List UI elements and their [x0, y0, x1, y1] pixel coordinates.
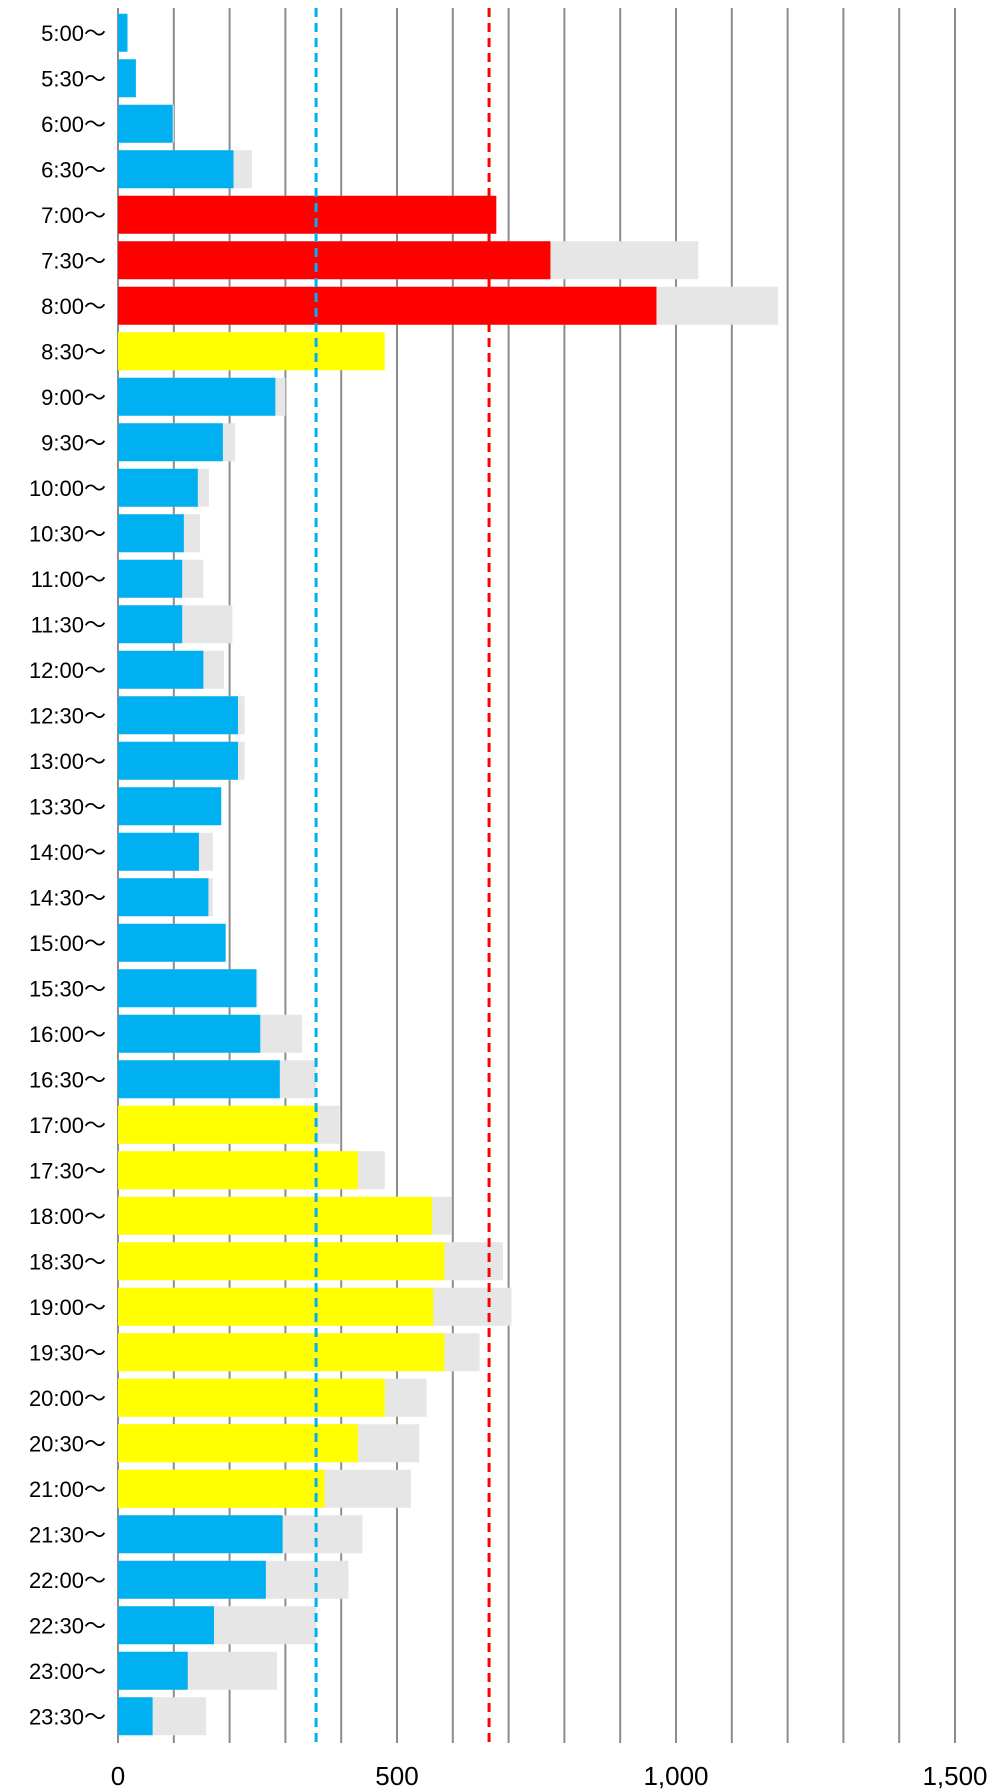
category-label: 10:30〜: [29, 521, 106, 546]
bar: [118, 13, 128, 52]
bar: [118, 650, 204, 689]
x-tick-label: 0: [111, 1761, 125, 1791]
category-label: 7:00〜: [41, 203, 106, 228]
category-label: 13:30〜: [29, 794, 106, 819]
category-label: 19:00〜: [29, 1295, 106, 1320]
category-label: 22:30〜: [29, 1613, 106, 1638]
bar: [118, 332, 385, 371]
bar: [118, 423, 223, 462]
category-label: 17:30〜: [29, 1158, 106, 1183]
category-label: 20:30〜: [29, 1431, 106, 1456]
bar: [118, 787, 222, 826]
bar: [118, 377, 276, 416]
bar: [118, 1014, 261, 1053]
category-label: 12:30〜: [29, 703, 106, 728]
bar: [118, 1378, 385, 1417]
bar: [118, 741, 238, 780]
category-label: 21:30〜: [29, 1522, 106, 1547]
x-tick-label: 1,000: [643, 1761, 708, 1791]
bar: [118, 241, 551, 280]
bar: [118, 1242, 445, 1281]
category-label: 11:30〜: [31, 612, 106, 637]
category-label: 15:30〜: [29, 976, 106, 1001]
bar: [118, 1151, 358, 1190]
category-label: 18:00〜: [29, 1204, 106, 1229]
category-label: 19:30〜: [29, 1340, 106, 1365]
bar: [118, 1651, 188, 1690]
bar: [118, 1424, 358, 1463]
category-label: 15:00〜: [29, 931, 106, 956]
bar: [118, 1560, 266, 1599]
bar: [118, 1196, 433, 1235]
category-label: 12:00〜: [29, 658, 106, 683]
bar: [118, 1515, 283, 1554]
bar: [118, 1060, 280, 1099]
category-label: 13:00〜: [29, 749, 106, 774]
category-label: 8:30〜: [41, 339, 106, 364]
bar: [118, 969, 257, 1008]
category-label: 22:00〜: [29, 1568, 106, 1593]
category-label: 7:30〜: [41, 248, 106, 273]
bar: [118, 559, 183, 598]
category-label: 21:00〜: [29, 1477, 106, 1502]
bar: [118, 1697, 153, 1736]
bars: [118, 13, 779, 1736]
bar: [118, 59, 136, 98]
category-label: 5:00〜: [41, 21, 106, 46]
reference-lines: [314, 8, 491, 1743]
bar: [118, 1105, 318, 1144]
category-label: 20:00〜: [29, 1386, 106, 1411]
category-label: 23:00〜: [29, 1659, 106, 1684]
bar: [118, 150, 234, 189]
bar: [118, 696, 238, 735]
bar: [118, 1333, 445, 1372]
category-label: 9:00〜: [41, 385, 106, 410]
category-label: 6:00〜: [41, 112, 106, 137]
category-label: 16:30〜: [29, 1067, 106, 1092]
bar: [118, 878, 209, 917]
bar: [118, 514, 184, 553]
category-label: 5:30〜: [41, 66, 106, 91]
category-label: 9:30〜: [41, 430, 106, 455]
bar: [118, 923, 226, 962]
bar: [118, 832, 199, 871]
category-label: 18:30〜: [29, 1249, 106, 1274]
bar: [118, 605, 183, 644]
category-label: 23:30〜: [29, 1704, 106, 1729]
bar: [118, 468, 198, 507]
x-tick-labels: 0 500 1,000 1,500: [111, 1761, 988, 1791]
bar: [118, 1469, 325, 1508]
bar: [118, 1287, 434, 1326]
bar: [118, 195, 497, 234]
x-tick-label: 500: [375, 1761, 418, 1791]
category-label: 14:30〜: [29, 885, 106, 910]
category-label: 8:00〜: [41, 294, 106, 319]
bar: [118, 1606, 214, 1645]
bar: [118, 286, 657, 325]
category-label: 14:00〜: [29, 840, 106, 865]
category-label: 10:00〜: [29, 476, 106, 501]
category-label: 16:00〜: [29, 1022, 106, 1047]
x-tick-label: 1,500: [922, 1761, 987, 1791]
category-label: 11:00〜: [31, 567, 106, 592]
category-label: 17:00〜: [29, 1113, 106, 1138]
category-labels: 5:00〜 5:30〜 6:00〜 6:30〜 7:00〜 7:30〜 8:00〜 8:30〜…: [29, 21, 106, 1730]
category-label: 6:30〜: [41, 157, 106, 182]
bar: [118, 104, 173, 143]
